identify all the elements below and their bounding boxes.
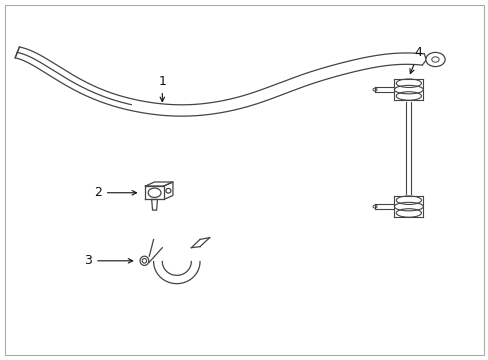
Text: 2: 2 [94, 186, 136, 199]
Text: 1: 1 [158, 75, 166, 102]
Text: 4: 4 [409, 46, 422, 73]
Text: 3: 3 [84, 254, 132, 267]
